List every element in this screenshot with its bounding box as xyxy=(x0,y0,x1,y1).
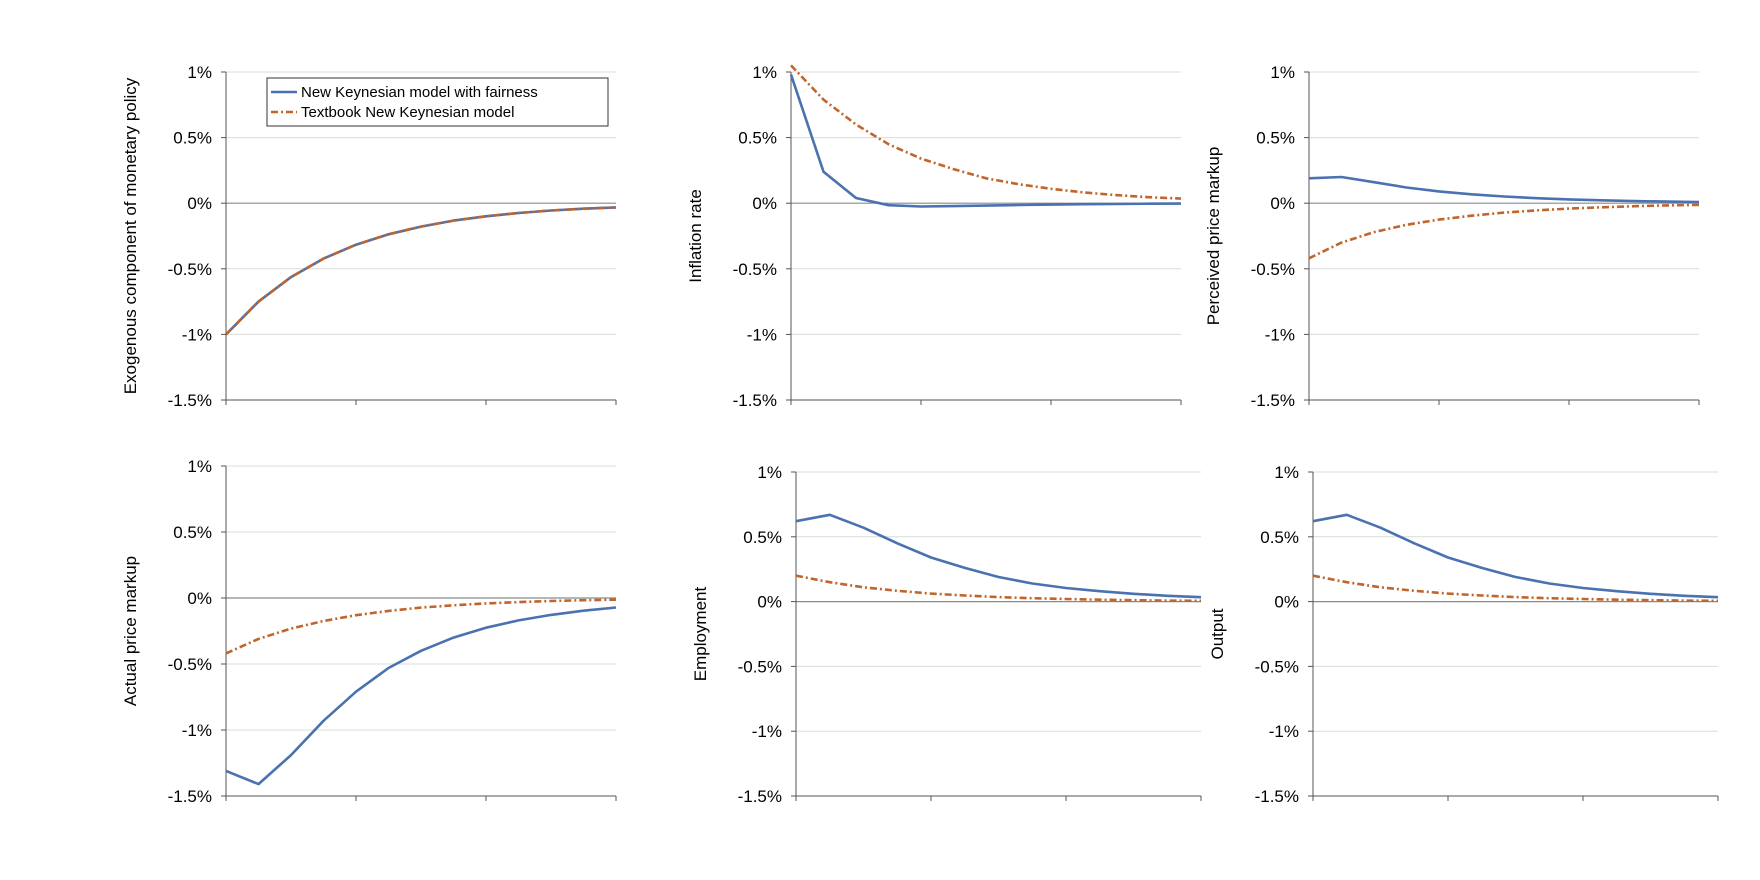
y-tick-label: -1% xyxy=(1265,325,1295,344)
textbook-series-line xyxy=(1312,574,1719,603)
legend-entry: New Keynesian model with fairness xyxy=(301,84,538,101)
y-tick-label: 0% xyxy=(1270,194,1295,213)
y-tick-label: 0.5% xyxy=(738,129,777,148)
y-tick-label: -0.5% xyxy=(168,655,212,674)
textbook-series-line xyxy=(225,598,617,655)
chart-panel-6: 1% 0.5% 0% -0.5% -1% -1.5% Output xyxy=(1208,463,1719,806)
y-tick-label: 0.5% xyxy=(743,528,782,547)
y-tick-label: 0% xyxy=(187,589,212,608)
y-axis-label: Actual price markup xyxy=(121,556,140,706)
legend: New Keynesian model with fairness Textboo… xyxy=(266,77,609,127)
y-tick-label: -1.5% xyxy=(168,391,212,410)
y-tick-label: -0.5% xyxy=(738,657,782,676)
y-tick-label: -1% xyxy=(747,325,777,344)
y-tick-label: -1.5% xyxy=(168,787,212,806)
legend-entry: Textbook New Keynesian model xyxy=(301,104,514,121)
y-tick-label: -0.5% xyxy=(168,260,212,279)
y-axis-label: Output xyxy=(1208,608,1227,659)
y-tick-label: -0.5% xyxy=(733,260,777,279)
y-axis-label: Perceived price markup xyxy=(1204,147,1223,326)
chart-panel-2: 1% 0.5% 0% -0.5% -1% -1.5% Inflation rate xyxy=(686,63,1182,410)
y-tick-label: 0.5% xyxy=(1256,129,1295,148)
y-tick-label: 0.5% xyxy=(173,523,212,542)
chart-panel-4: 1% 0.5% 0% -0.5% -1% -1.5% Actual price markup xyxy=(121,457,617,806)
fairness-series-line xyxy=(795,513,1202,599)
y-tick-label: 0.5% xyxy=(1260,528,1299,547)
fairness-series-line xyxy=(789,74,1182,208)
fairness-series-line xyxy=(1308,175,1700,204)
y-tick-label: 0% xyxy=(187,194,212,213)
y-tick-label: 1% xyxy=(1274,463,1299,482)
y-tick-label: 0% xyxy=(1274,593,1299,612)
legend-box xyxy=(266,77,609,127)
y-tick-label: 0% xyxy=(752,194,777,213)
y-tick-label: -1.5% xyxy=(1251,391,1295,410)
y-tick-label: -0.5% xyxy=(1251,260,1295,279)
y-tick-label: -1% xyxy=(182,721,212,740)
y-tick-label: -1.5% xyxy=(733,391,777,410)
y-tick-label: 1% xyxy=(187,63,212,82)
y-tick-label: 0% xyxy=(757,593,782,612)
y-tick-label: -1.5% xyxy=(1255,787,1299,806)
y-tick-label: -1.5% xyxy=(738,787,782,806)
y-tick-label: 1% xyxy=(187,457,212,476)
y-axis-label: Employment xyxy=(691,586,710,681)
y-tick-label: -1% xyxy=(182,325,212,344)
textbook-series-line xyxy=(1308,203,1700,260)
y-tick-label: 1% xyxy=(757,463,782,482)
chart-panel-5: 1% 0.5% 0% -0.5% -1% -1.5% Employment xyxy=(691,463,1202,806)
chart-panel-1: 1% 0.5% 0% -0.5% -1% -1.5% Exogenous component… xyxy=(121,63,617,410)
textbook-series-line xyxy=(795,574,1202,603)
y-tick-label: 0.5% xyxy=(173,129,212,148)
y-tick-label: -1% xyxy=(1269,722,1299,741)
chart-panel-3: 1% 0.5% 0% -0.5% -1% -1.5% Perceived price mar… xyxy=(1204,63,1700,410)
y-tick-label: 1% xyxy=(752,63,777,82)
fairness-series-line xyxy=(1312,513,1719,599)
y-tick-label: -1% xyxy=(752,722,782,741)
y-axis-label: Exogenous component of monetary policy xyxy=(121,77,140,394)
textbook-series-line xyxy=(225,206,617,336)
y-tick-label: -0.5% xyxy=(1255,657,1299,676)
y-tick-label: 1% xyxy=(1270,63,1295,82)
fairness-series-line xyxy=(225,606,617,786)
y-axis-label: Inflation rate xyxy=(686,189,705,283)
textbook-series-line xyxy=(790,64,1182,200)
